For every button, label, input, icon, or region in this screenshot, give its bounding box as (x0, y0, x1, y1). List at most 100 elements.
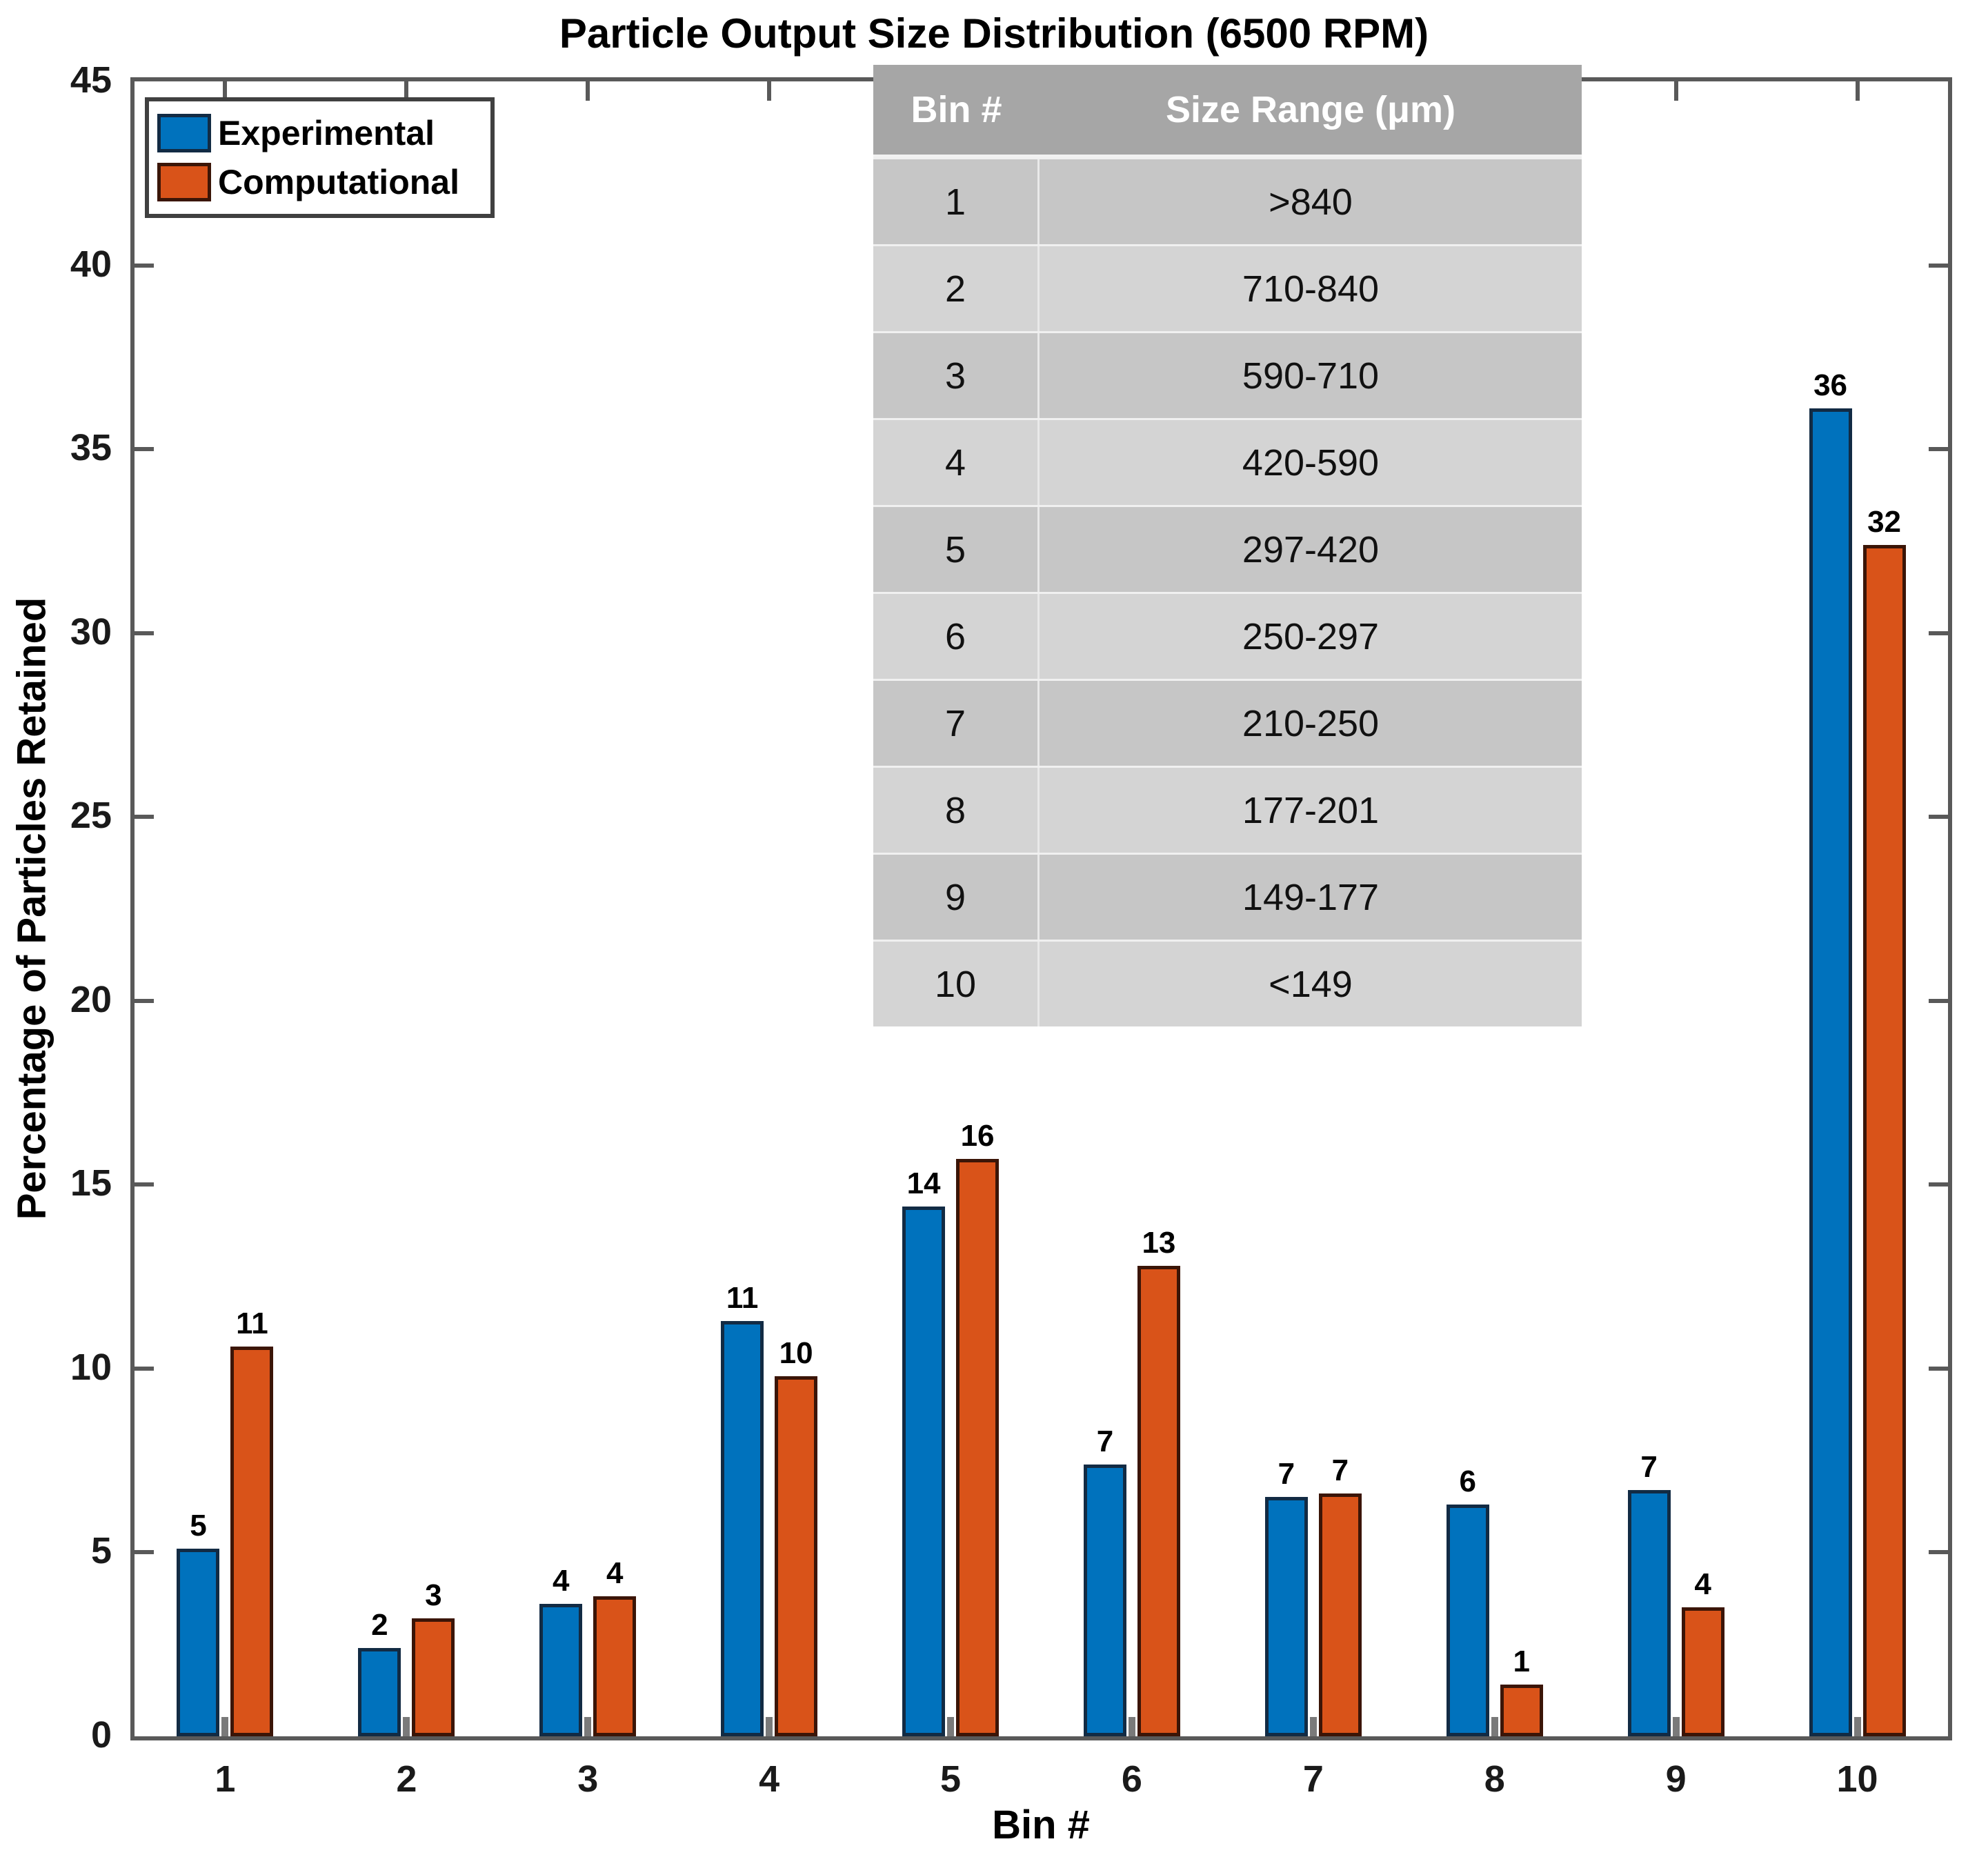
bar-computational-bin-9 (1681, 1607, 1724, 1736)
y-tick-mark-right-20 (1929, 998, 1948, 1003)
bar-computational-bin-1 (230, 1346, 274, 1736)
bar-label-experimental-bin-9: 7 (1640, 1449, 1658, 1484)
inset-table-range-cell-10: <149 (1269, 963, 1353, 1005)
inset-table-range-cell-2: 710-840 (1242, 268, 1380, 310)
inset-table-bin-cell-6: 6 (873, 594, 1040, 679)
y-tick-label-0: 0 (90, 1714, 112, 1756)
y-tick-label-10: 10 (70, 1346, 112, 1388)
x-tick-mark-bottom-1 (221, 1717, 229, 1736)
x-tick-label-2: 2 (396, 1758, 417, 1800)
x-tick-label-6: 6 (1121, 1758, 1142, 1800)
y-tick-mark-right-5 (1929, 1550, 1948, 1555)
x-tick-mark-top-4 (767, 81, 772, 101)
bar-experimental-bin-5 (902, 1207, 946, 1736)
x-tick-mark-bottom-9 (1672, 1717, 1680, 1736)
y-tick-label-30: 30 (70, 611, 112, 653)
x-tick-mark-top-2 (404, 81, 409, 101)
inset-table-row-7: 7 210-250 (873, 679, 1582, 766)
x-tick-mark-top-3 (586, 81, 590, 101)
bar-experimental-bin-1 (177, 1549, 220, 1736)
x-tick-mark-bottom-3 (584, 1717, 592, 1736)
x-tick-mark-bottom-7 (1309, 1717, 1317, 1736)
y-tick-mark-left-40 (135, 263, 154, 268)
legend-entry-computational: Computational (157, 162, 482, 202)
bar-experimental-bin-9 (1627, 1489, 1671, 1736)
y-tick-mark-left-30 (135, 631, 154, 635)
inset-table-row-3: 3 590-710 (873, 331, 1582, 418)
bar-experimental-bin-7 (1264, 1497, 1308, 1736)
bar-label-experimental-bin-10: 36 (1813, 368, 1848, 403)
bar-label-experimental-bin-2: 2 (371, 1608, 388, 1642)
legend-swatch-experimental (157, 114, 211, 152)
inset-table-bin-cell-10: 10 (873, 942, 1040, 1026)
bar-computational-bin-10 (1862, 544, 1906, 1736)
x-tick-label-3: 3 (577, 1758, 599, 1800)
bar-computational-bin-5 (956, 1159, 1000, 1736)
bar-computational-bin-3 (593, 1596, 637, 1736)
x-tick-mark-bottom-10 (1853, 1717, 1861, 1736)
inset-table-range-cell-1: >840 (1269, 181, 1353, 223)
bar-experimental-bin-3 (539, 1604, 583, 1736)
bar-label-computational-bin-4: 10 (779, 1336, 813, 1370)
bar-experimental-bin-2 (358, 1648, 401, 1736)
x-tick-label-8: 8 (1484, 1758, 1505, 1800)
bar-label-computational-bin-2: 3 (425, 1578, 442, 1613)
x-tick-label-10: 10 (1836, 1758, 1878, 1800)
inset-table-row-9: 9 149-177 (873, 853, 1582, 940)
inset-table-header-row: Bin # Size Range (μm) (873, 65, 1582, 157)
inset-table: Bin # Size Range (μm) 1 >840 2 710-840 3 590-71… (873, 65, 1582, 1026)
inset-table-row-2: 2 710-840 (873, 244, 1582, 331)
x-tick-label-4: 4 (759, 1758, 780, 1800)
x-tick-label-7: 7 (1302, 1758, 1324, 1800)
inset-table-bin-cell-5: 5 (873, 507, 1040, 592)
bar-label-experimental-bin-4: 11 (726, 1280, 759, 1315)
bar-label-computational-bin-6: 13 (1142, 1225, 1176, 1260)
bar-experimental-bin-10 (1809, 408, 1852, 1736)
y-tick-mark-right-10 (1929, 1366, 1948, 1371)
legend-entry-experimental: Experimental (157, 113, 482, 153)
y-tick-label-5: 5 (90, 1530, 112, 1572)
inset-table-row-5: 5 297-420 (873, 505, 1582, 592)
x-tick-label-1: 1 (215, 1758, 236, 1800)
x-tick-mark-top-9 (1673, 81, 1678, 101)
bar-label-experimental-bin-7: 7 (1278, 1457, 1295, 1491)
y-axis-label: Percentage of Particles Retained (9, 597, 54, 1220)
bar-computational-bin-8 (1500, 1685, 1543, 1736)
inset-table-row-4: 4 420-590 (873, 418, 1582, 505)
x-tick-mark-bottom-5 (947, 1717, 955, 1736)
bar-label-computational-bin-1: 11 (236, 1306, 268, 1340)
bar-label-computational-bin-3: 4 (606, 1556, 624, 1591)
y-tick-mark-left-5 (135, 1550, 154, 1555)
y-tick-mark-right-40 (1929, 263, 1948, 268)
x-tick-mark-bottom-8 (1491, 1717, 1498, 1736)
inset-table-row-10: 10 <149 (873, 940, 1582, 1026)
inset-table-bin-cell-8: 8 (873, 768, 1040, 853)
x-tick-mark-top-1 (223, 81, 228, 101)
inset-table-bin-cell-7: 7 (873, 681, 1040, 766)
bar-label-experimental-bin-5: 14 (906, 1167, 941, 1201)
x-tick-mark-top-10 (1855, 81, 1860, 101)
x-tick-mark-bottom-4 (766, 1717, 773, 1736)
bar-experimental-bin-6 (1083, 1464, 1126, 1736)
x-tick-label-5: 5 (940, 1758, 962, 1800)
inset-table-range-cell-7: 210-250 (1242, 702, 1380, 744)
y-tick-label-15: 15 (70, 1162, 112, 1204)
inset-table-range-cell-8: 177-201 (1242, 789, 1380, 831)
y-tick-mark-left-15 (135, 1182, 154, 1187)
bar-computational-bin-4 (775, 1376, 818, 1736)
y-tick-label-35: 35 (70, 427, 112, 469)
y-tick-mark-right-30 (1929, 631, 1948, 635)
bar-label-computational-bin-9: 4 (1694, 1567, 1711, 1602)
bar-label-experimental-bin-3: 4 (553, 1564, 570, 1598)
bar-computational-bin-6 (1137, 1265, 1180, 1736)
legend-label-computational: Computational (218, 163, 459, 201)
x-axis-label: Bin # (992, 1803, 1090, 1847)
inset-table-bin-cell-2: 2 (873, 246, 1040, 331)
y-tick-mark-right-25 (1929, 815, 1948, 820)
y-tick-mark-right-35 (1929, 447, 1948, 452)
y-tick-label-40: 40 (70, 243, 112, 285)
y-tick-mark-left-20 (135, 998, 154, 1003)
bar-label-computational-bin-8: 1 (1513, 1645, 1530, 1679)
bar-computational-bin-7 (1318, 1493, 1362, 1736)
